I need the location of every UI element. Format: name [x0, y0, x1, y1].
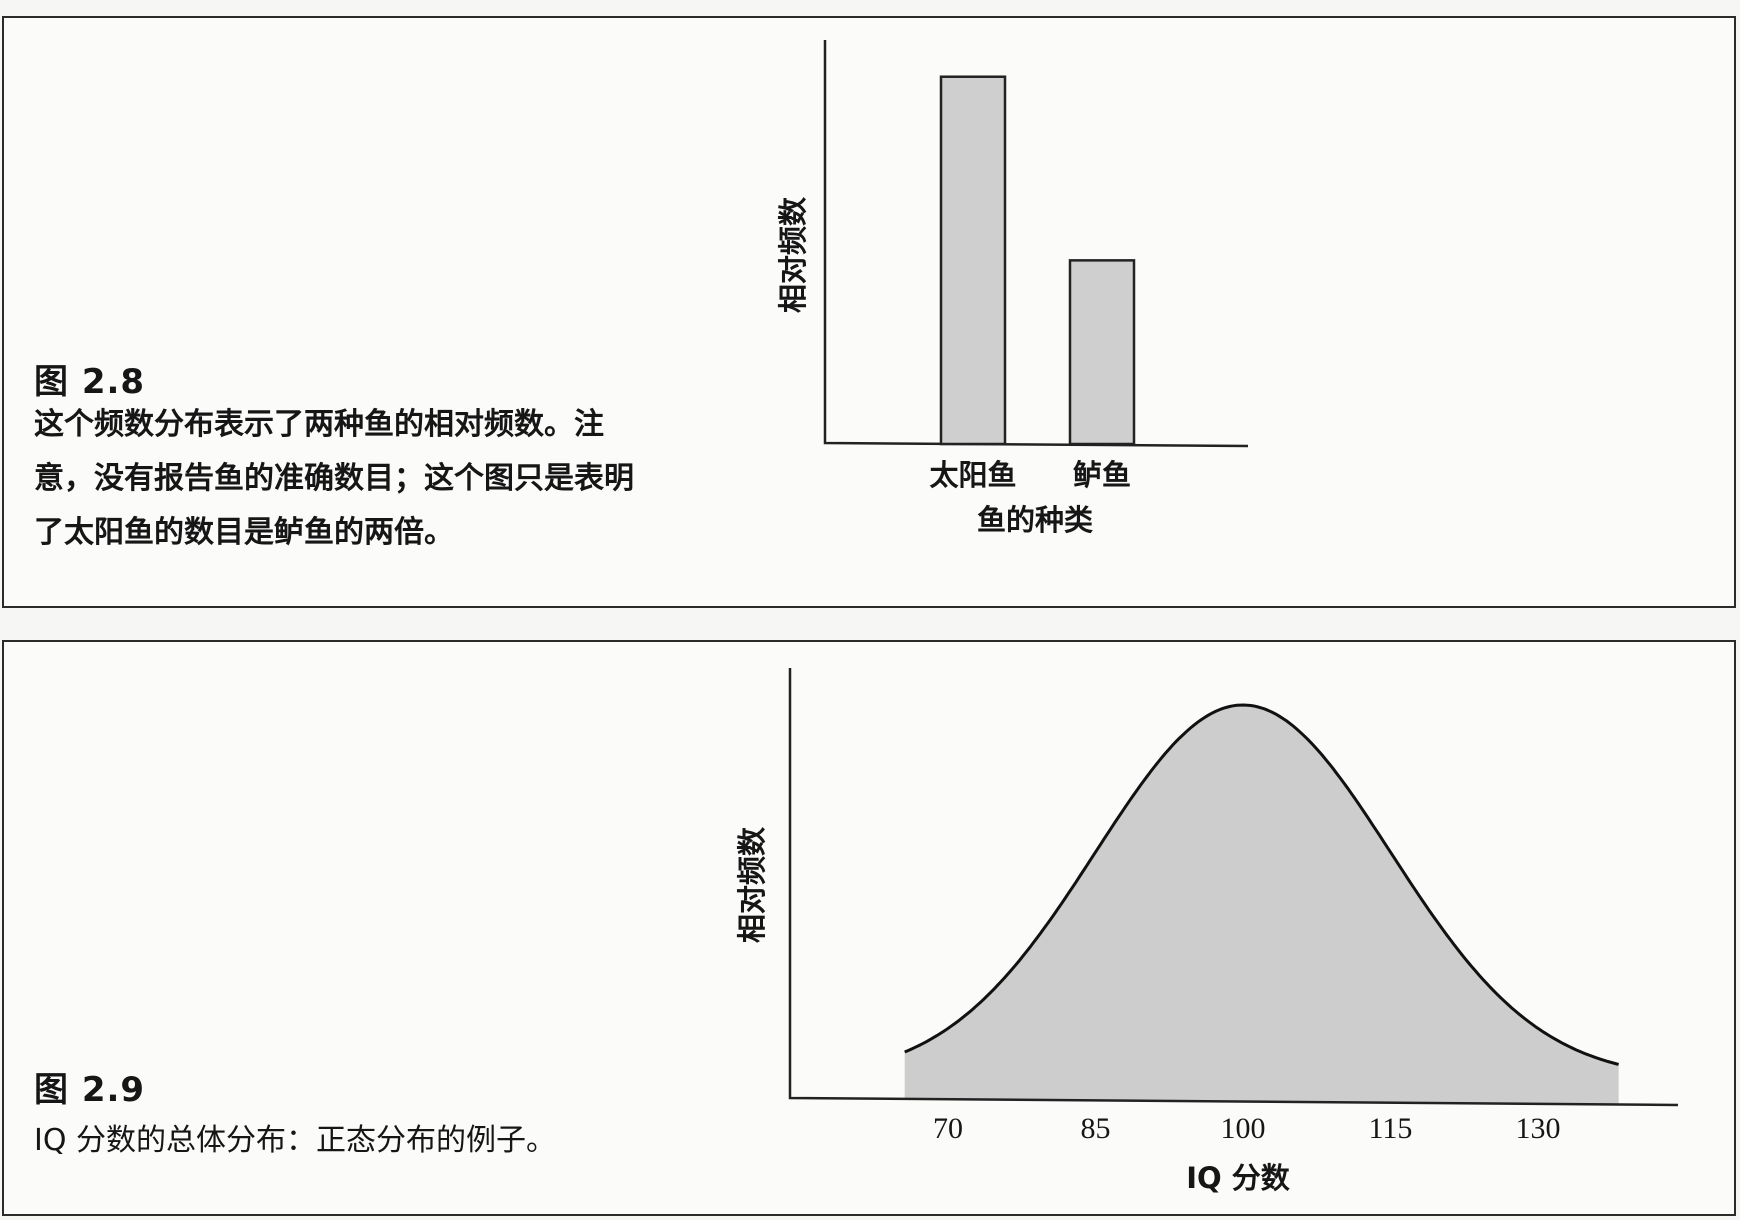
figure-2-9-label: 图 2.9 — [34, 1070, 146, 1110]
figure-2-8-caption: 这个频数分布表示了两种鱼的相对频数。注 意，没有报告鱼的准确数目；这个图只是表明… — [34, 398, 714, 560]
curve-chart-x-label: IQ 分数 — [1186, 1161, 1291, 1195]
normal-curve-area — [904, 705, 1619, 1104]
bar-chart-y-label: 相对频数 — [776, 196, 810, 313]
bar-category-label: 太阳鱼 — [929, 458, 1016, 492]
curve-chart-axes — [788, 668, 1679, 1107]
bar — [939, 75, 1007, 446]
caption-line: 了太阳鱼的数目是鲈鱼的两倍。 — [34, 515, 454, 550]
figure-2-8-label: 图 2.8 — [34, 362, 146, 402]
caption-line: IQ 分数的总体分布：正态分布的例子。 — [34, 1123, 556, 1158]
curve-chart-y-label: 相对频数 — [735, 826, 769, 943]
bar-chart-x-label: 鱼的种类 — [977, 503, 1093, 537]
x-tick-label: 100 — [1221, 1112, 1266, 1145]
bar-chart-axes — [823, 40, 1249, 448]
caption-line: 意，没有报告鱼的准确数目；这个图只是表明 — [34, 461, 634, 496]
x-tick-label: 115 — [1369, 1112, 1413, 1145]
bar-category-label: 鲈鱼 — [1073, 458, 1131, 492]
figure-2-9-caption: IQ 分数的总体分布：正态分布的例子。 — [34, 1114, 714, 1168]
normal-curve-line — [904, 703, 1619, 1066]
x-tick-label: 85 — [1081, 1112, 1111, 1145]
iq-normal-curve-chart: 70 85 100 115 130 相对频数 IQ 分数 — [735, 668, 1679, 1195]
x-tick-label: 70 — [933, 1112, 963, 1145]
figure-2-8-panel — [2, 16, 1736, 608]
fish-bar-chart: 太阳鱼 鲈鱼 相对频数 鱼的种类 — [776, 40, 1249, 537]
caption-line: 这个频数分布表示了两种鱼的相对频数。注 — [34, 407, 604, 442]
figure-2-9-panel — [2, 640, 1736, 1216]
bar — [1068, 259, 1136, 446]
x-tick-label: 130 — [1516, 1112, 1561, 1145]
